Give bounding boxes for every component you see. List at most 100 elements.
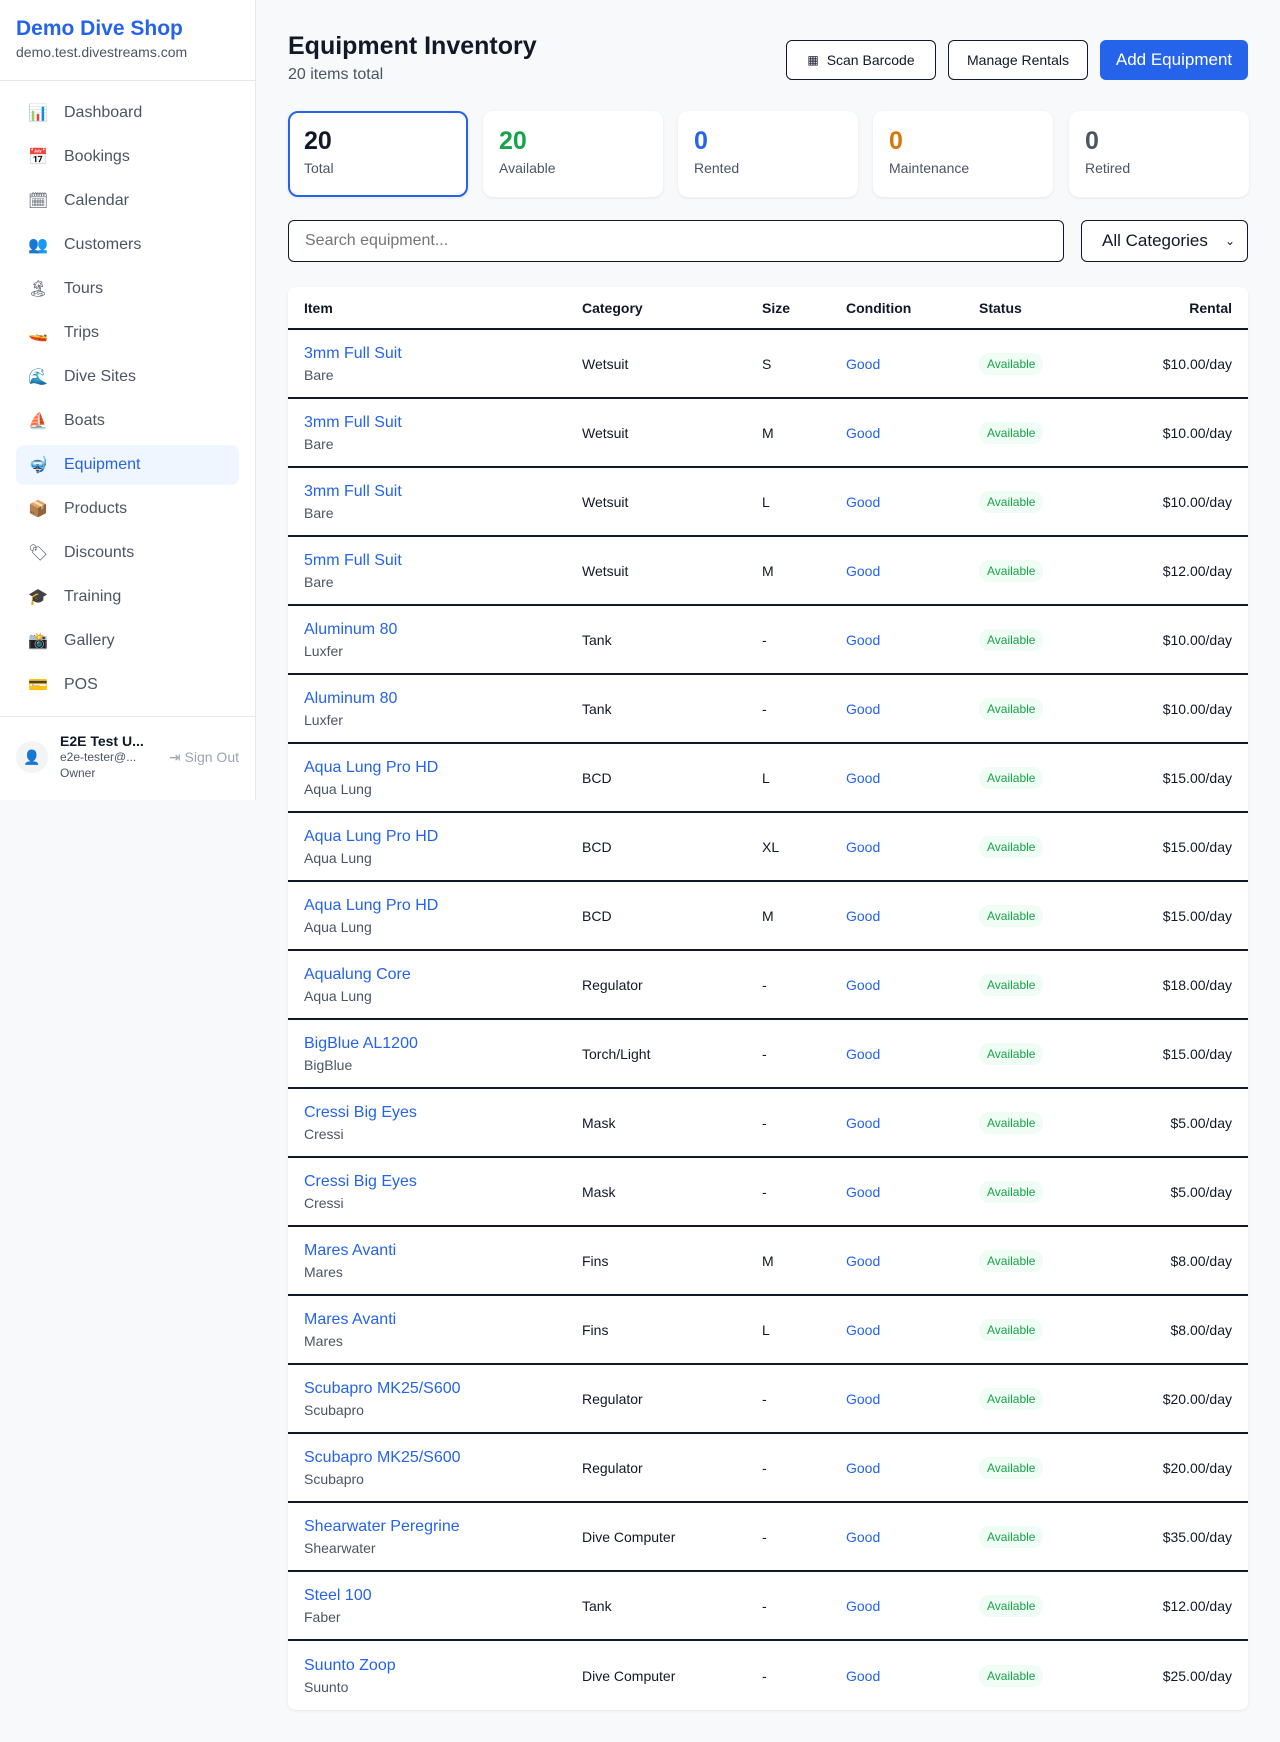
size-cell: - — [762, 1667, 767, 1684]
table-row: 3mm Full Suit Bare Wetsuit L Good Available $1… — [288, 468, 1248, 537]
category-select[interactable]: All Categories ⌄ — [1081, 220, 1248, 262]
scan-barcode-button[interactable]: ▦ Scan Barcode — [786, 40, 936, 80]
sidebar-item-bookings[interactable]: 📅 Bookings — [16, 137, 239, 177]
item-name-link[interactable]: Aluminum 80 — [304, 620, 398, 638]
item-name-link[interactable]: Shearwater Peregrine — [304, 1517, 460, 1535]
item-name-link[interactable]: Mares Avanti — [304, 1310, 397, 1328]
status-cell: Available — [979, 1594, 1129, 1617]
item-name-link[interactable]: 3mm Full Suit — [304, 482, 402, 500]
stat-card-maintenance[interactable]: 0 Maintenance — [873, 111, 1053, 197]
add-equipment-button[interactable]: Add Equipment — [1100, 40, 1248, 80]
stat-card-retired[interactable]: 0 Retired — [1069, 111, 1249, 197]
status-badge: Available — [979, 1249, 1044, 1272]
condition-cell: Good — [846, 1391, 979, 1407]
condition-value: Good — [846, 1528, 881, 1545]
stat-card-rented[interactable]: 0 Rented — [678, 111, 858, 197]
condition-value: Good — [846, 907, 881, 924]
rental-price: $5.00/day — [1170, 1114, 1233, 1131]
user-panel: 👤 E2E Test U... e2e-tester@... Owner ⇥ S… — [0, 716, 255, 797]
shop-name[interactable]: Demo Dive Shop — [16, 17, 183, 40]
search-input[interactable] — [288, 220, 1064, 262]
sign-out-label: Sign Out — [184, 748, 239, 765]
stat-card-total[interactable]: 20 Total — [288, 111, 468, 197]
condition-cell: Good — [846, 1529, 979, 1545]
item-name-link[interactable]: 3mm Full Suit — [304, 344, 402, 362]
stat-label: Rented — [694, 160, 740, 176]
item-name-link[interactable]: Steel 100 — [304, 1586, 372, 1604]
item-brand: Bare — [304, 435, 334, 452]
item-cell: Mares Avanti Mares — [288, 1311, 582, 1349]
item-name-link[interactable]: Cressi Big Eyes — [304, 1172, 417, 1190]
sidebar-item-trips[interactable]: 🚤 Trips — [16, 313, 239, 353]
status-badge: Available — [979, 973, 1044, 996]
sidebar-item-label: Boats — [64, 412, 105, 429]
sign-out-icon: ⇥ — [168, 748, 185, 765]
condition-value: Good — [846, 976, 881, 993]
condition-value: Good — [846, 1252, 881, 1269]
item-name-link[interactable]: BigBlue AL1200 — [304, 1034, 418, 1052]
brand: Demo Dive Shop demo.test.divestreams.com — [0, 0, 255, 81]
nav-equipment-icon: 🤿 — [28, 457, 48, 474]
status-badge: Available — [979, 421, 1044, 444]
manage-rentals-button[interactable]: Manage Rentals — [948, 40, 1088, 80]
sidebar-item-tours[interactable]: 🏝 Tours — [16, 269, 239, 309]
sidebar-item-label: Trips — [64, 324, 99, 341]
item-name-link[interactable]: Aluminum 80 — [304, 689, 398, 707]
condition-cell: Good — [846, 1046, 979, 1062]
item-cell: 5mm Full Suit Bare — [288, 552, 582, 590]
sidebar-item-dive-sites[interactable]: 🌊 Dive Sites — [16, 357, 239, 397]
table-row: Suunto Zoop Suunto Dive Computer - Good Avail… — [288, 1641, 1248, 1710]
status-cell: Available — [979, 1111, 1129, 1134]
condition-value: Good — [846, 700, 881, 717]
item-name-link[interactable]: 5mm Full Suit — [304, 551, 402, 569]
condition-cell: Good — [846, 1598, 979, 1614]
sidebar-item-label: Training — [64, 588, 122, 605]
rental-price: $10.00/day — [1162, 424, 1232, 441]
sidebar-item-pos[interactable]: 💳 POS — [16, 665, 239, 705]
category-cell: BCD — [582, 769, 612, 786]
stat-label: Maintenance — [889, 160, 970, 176]
sidebar-item-calendar[interactable]: 🗓 Calendar — [16, 181, 239, 221]
item-name-link[interactable]: 3mm Full Suit — [304, 413, 402, 431]
sidebar-item-dashboard[interactable]: 📊 Dashboard — [16, 93, 239, 133]
sidebar-item-customers[interactable]: 👥 Customers — [16, 225, 239, 265]
table-row: Shearwater Peregrine Shearwater Dive Compu… — [288, 1503, 1248, 1572]
item-brand: Mares — [304, 1263, 343, 1280]
item-name-link[interactable]: Scubapro MK25/S600 — [304, 1379, 461, 1397]
nav-tours-icon: 🏝 — [28, 281, 49, 298]
sidebar-item-training[interactable]: 🎓 Training — [16, 577, 239, 617]
size-cell: - — [762, 1459, 767, 1476]
status-badge: Available — [979, 1387, 1044, 1410]
item-name-link[interactable]: Aqua Lung Pro HD — [304, 758, 439, 776]
sidebar-item-label: Products — [64, 500, 128, 517]
stat-card-available[interactable]: 20 Available — [483, 111, 663, 197]
condition-value: Good — [846, 838, 881, 855]
item-name-link[interactable]: Aqua Lung Pro HD — [304, 896, 439, 914]
nav-bookings-icon: 📅 — [28, 149, 48, 166]
status-badge: Available — [979, 352, 1044, 375]
item-name-link[interactable]: Mares Avanti — [304, 1241, 397, 1259]
item-name-link[interactable]: Aqualung Core — [304, 965, 411, 983]
item-name-link[interactable]: Suunto Zoop — [304, 1656, 396, 1674]
sidebar-item-equipment[interactable]: 🤿 Equipment — [16, 445, 239, 485]
item-name-link[interactable]: Scubapro MK25/S600 — [304, 1448, 461, 1466]
item-brand: Aqua Lung — [304, 780, 372, 797]
user-name: E2E Test U... — [60, 733, 144, 749]
sidebar-item-discounts[interactable]: 🏷 Discounts — [16, 533, 239, 573]
nav-trips-icon: 🚤 — [28, 325, 48, 342]
item-name-link[interactable]: Aqua Lung Pro HD — [304, 827, 439, 845]
sign-out-button[interactable]: ⇥ Sign Out — [169, 749, 239, 766]
item-cell: Suunto Zoop Suunto — [288, 1657, 582, 1695]
sidebar-item-gallery[interactable]: 📸 Gallery — [16, 621, 239, 661]
item-brand: Aqua Lung — [304, 987, 372, 1004]
size-cell: M — [762, 562, 774, 579]
sidebar-item-boats[interactable]: ⛵ Boats — [16, 401, 239, 441]
item-brand: BigBlue — [304, 1056, 353, 1073]
sidebar-nav: 📊 Dashboard 📅 Bookings 🗓 Calendar 👥 Customers 🏝 T… — [0, 81, 255, 721]
item-name-link[interactable]: Cressi Big Eyes — [304, 1103, 417, 1121]
table-row: Aqua Lung Pro HD Aqua Lung BCD M Good Availab… — [288, 882, 1248, 951]
sidebar-item-products[interactable]: 📦 Products — [16, 489, 239, 529]
category-cell: Tank — [582, 700, 612, 717]
sidebar-item-label: Gallery — [64, 632, 115, 649]
item-brand: Cressi — [304, 1125, 344, 1142]
